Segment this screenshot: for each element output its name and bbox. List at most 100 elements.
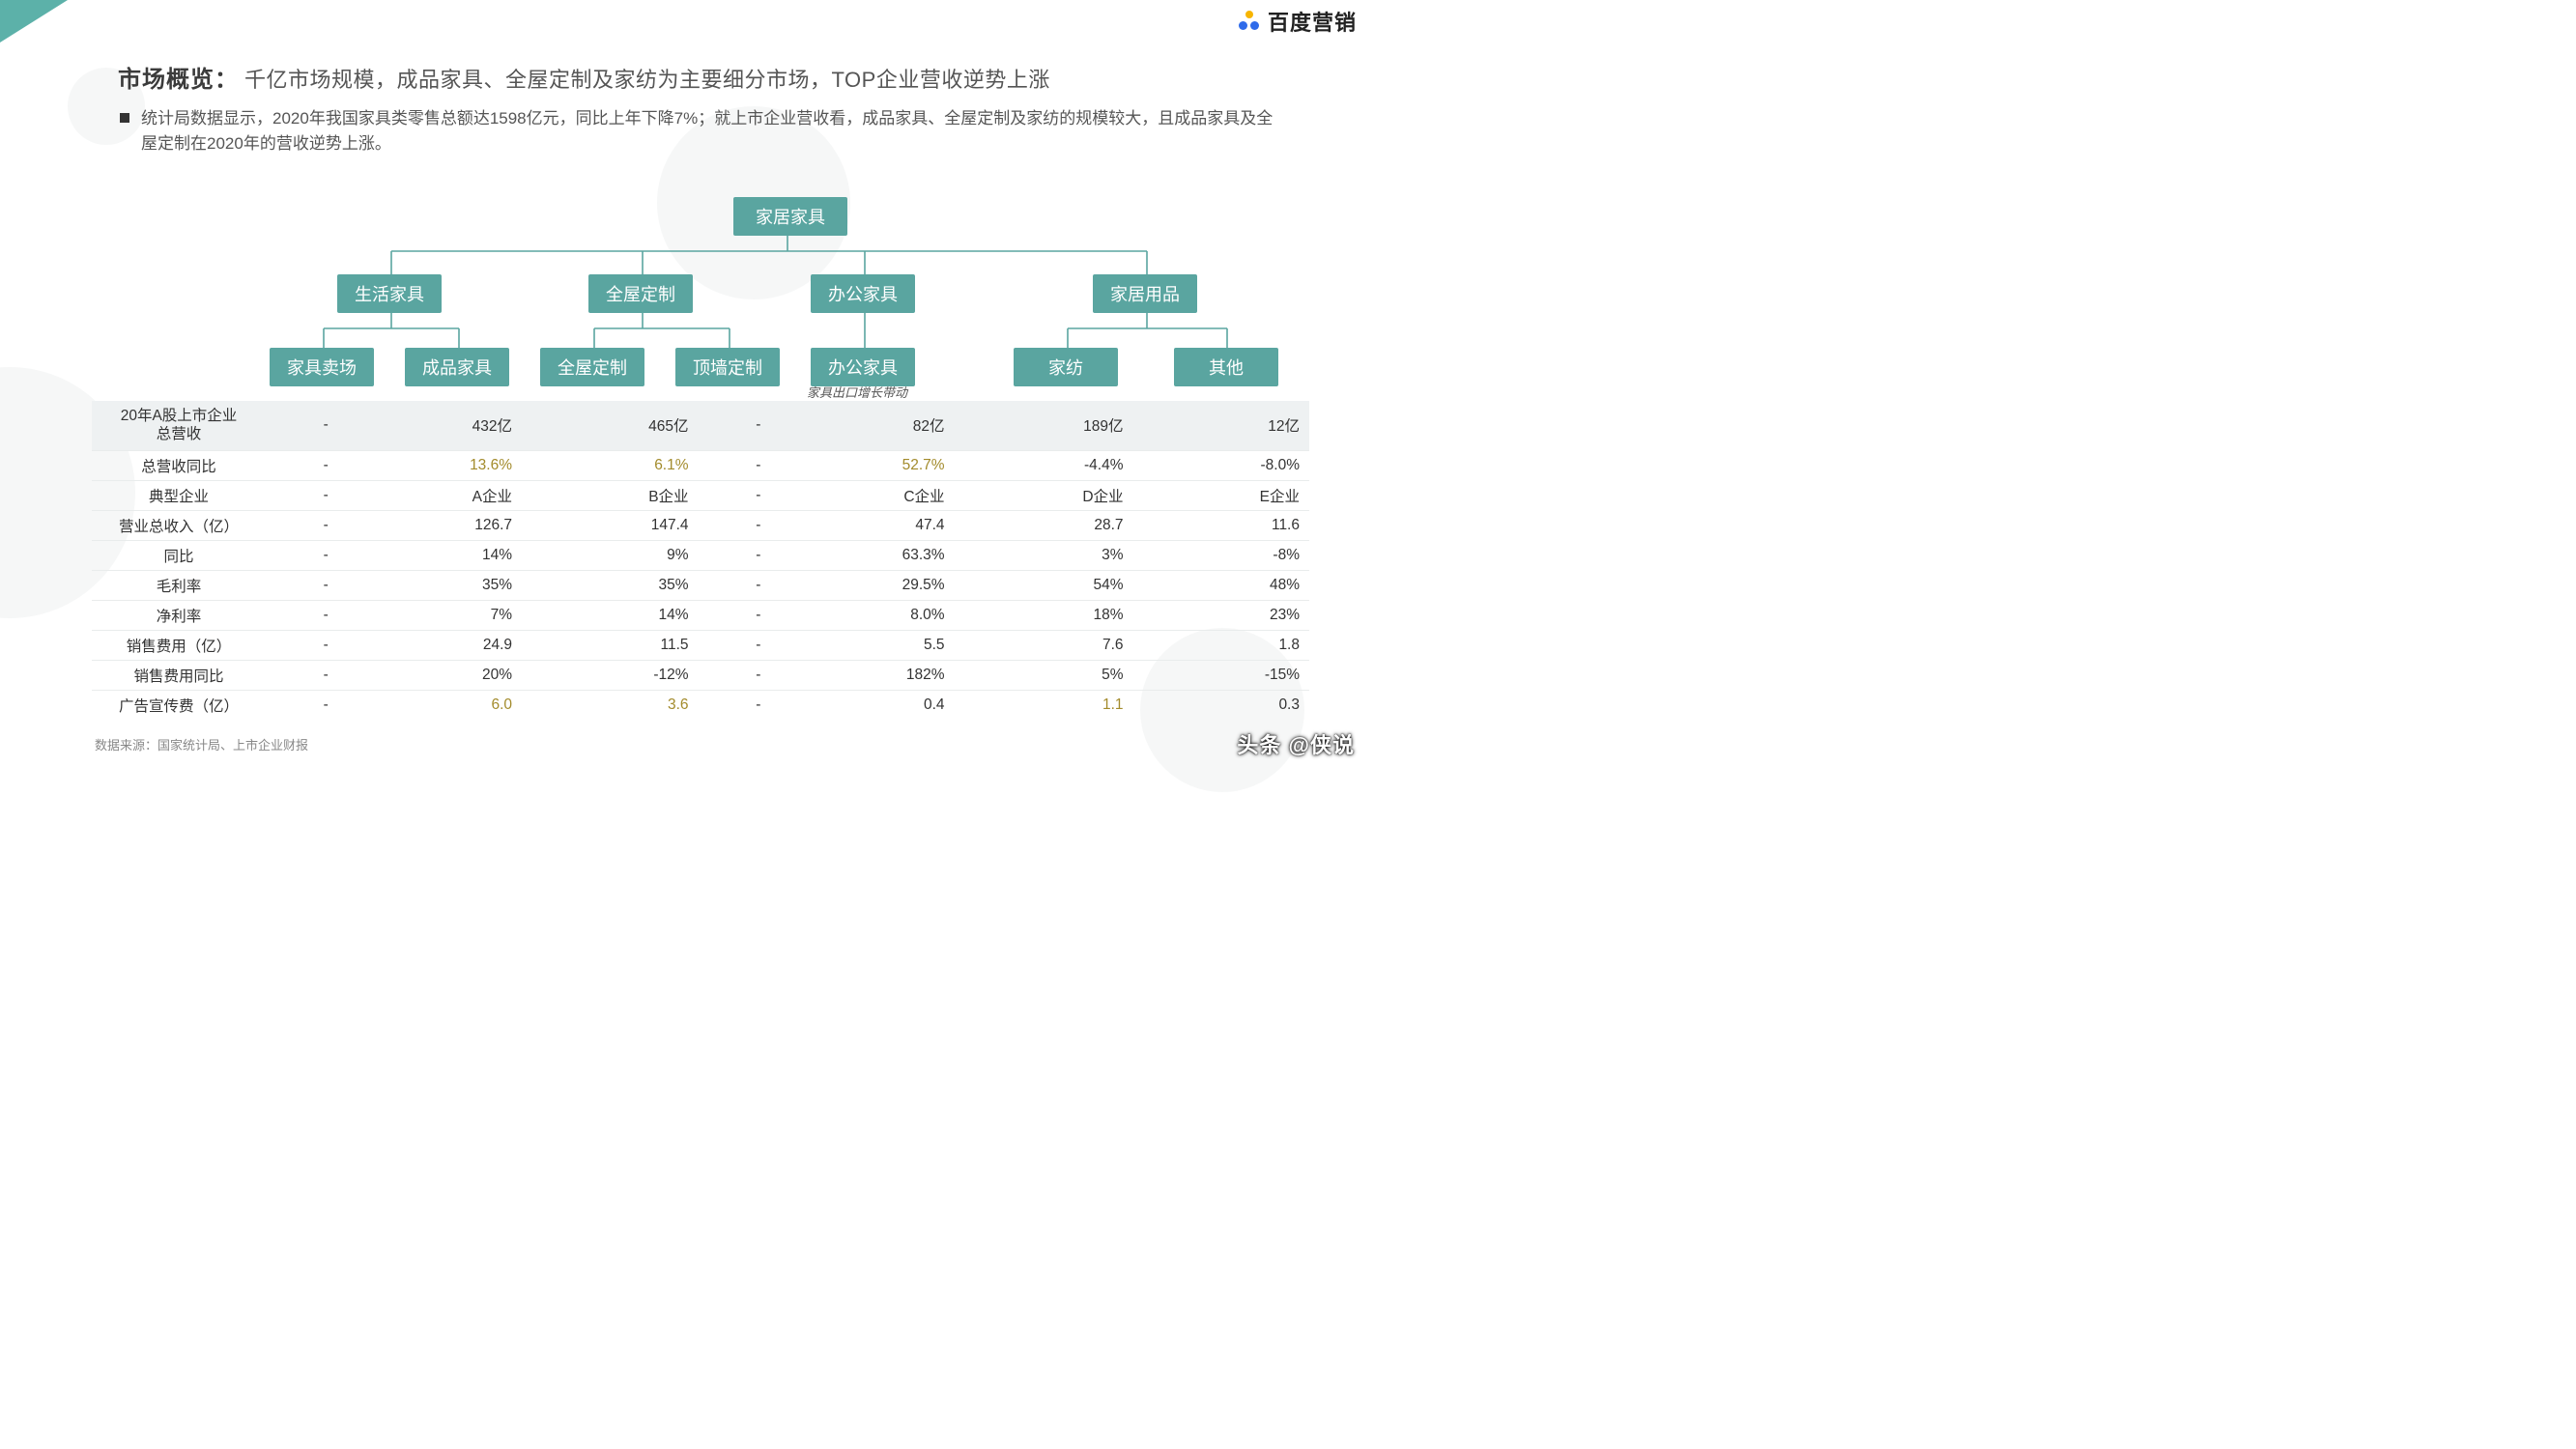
table-cell: -	[266, 450, 338, 480]
table-cell: 47.4	[770, 510, 954, 540]
table-cell: 9%	[522, 540, 699, 570]
table-cell: 147.4	[522, 510, 699, 540]
table-cell: 182%	[770, 660, 954, 690]
row-label: 20年A股上市企业总营收	[92, 401, 266, 450]
tree-l3: 家具卖场	[270, 348, 374, 386]
table-cell: 5.5	[770, 630, 954, 660]
table-cell: -	[266, 690, 338, 720]
table-cell: 6.0	[338, 690, 522, 720]
table-cell: 35%	[522, 570, 699, 600]
table-cell: 35%	[338, 570, 522, 600]
table-cell: -	[266, 630, 338, 660]
table-cell: -	[266, 540, 338, 570]
table-cell: -	[699, 660, 771, 690]
table-cell: -	[266, 600, 338, 630]
table-cell: -8.0%	[1133, 450, 1309, 480]
tree-l3: 顶墙定制	[675, 348, 780, 386]
table-cell: B企业	[522, 480, 699, 510]
table-cell: 11.5	[522, 630, 699, 660]
table-cell: -4.4%	[955, 450, 1133, 480]
table-cell: 3.6	[522, 690, 699, 720]
brand-logo-block: 百度营销	[1237, 6, 1357, 37]
page-title: 市场概览： 千亿市场规模，成品家具、全屋定制及家纺为主要细分市场，TOP企业营收…	[118, 60, 1050, 94]
table-cell: 63.3%	[770, 540, 954, 570]
table-cell: 48%	[1133, 570, 1309, 600]
table-cell: 13.6%	[338, 450, 522, 480]
table-cell: -	[699, 570, 771, 600]
table-cell: 18%	[955, 600, 1133, 630]
row-label: 毛利率	[92, 570, 266, 600]
table-cell: -	[266, 570, 338, 600]
bullet-icon	[120, 113, 129, 123]
table-cell: -	[699, 630, 771, 660]
table-cell: 23%	[1133, 600, 1309, 630]
watermark: 头条 @侠说	[1237, 728, 1355, 759]
table-cell: -	[699, 690, 771, 720]
table-cell: 1.1	[955, 690, 1133, 720]
row-label: 净利率	[92, 600, 266, 630]
table-cell: -	[699, 600, 771, 630]
metrics-table: 20年A股上市企业总营收-432亿465亿-82亿189亿12亿总营收同比-13…	[92, 401, 1309, 720]
title-lead: 市场概览：	[118, 60, 239, 94]
row-label: 销售费用（亿）	[92, 630, 266, 660]
table-cell: 465亿	[522, 401, 699, 450]
table-cell: 8.0%	[770, 600, 954, 630]
table-cell: 432亿	[338, 401, 522, 450]
table-cell: 7%	[338, 600, 522, 630]
table-cell: 28.7	[955, 510, 1133, 540]
brand-text: 百度营销	[1268, 6, 1357, 37]
table-cell: 54%	[955, 570, 1133, 600]
row-label: 销售费用同比	[92, 660, 266, 690]
category-tree: 家居家具 生活家具 全屋定制 办公家具 家居用品 家具卖场 成品家具 全屋定制 …	[92, 193, 1309, 396]
table-cell: 24.9	[338, 630, 522, 660]
table-cell: -12%	[522, 660, 699, 690]
table-cell: 11.6	[1133, 510, 1309, 540]
table-cell: A企业	[338, 480, 522, 510]
table-cell: 82亿	[770, 401, 954, 450]
table-cell: 29.5%	[770, 570, 954, 600]
data-source: 数据来源：国家统计局、上市企业财报	[95, 735, 308, 753]
table-cell: 7.6	[955, 630, 1133, 660]
subtitle: 统计局数据显示，2020年我国家具类零售总额达1598亿元，同比上年下降7%；就…	[141, 106, 1287, 157]
table-cell: E企业	[1133, 480, 1309, 510]
table-cell: C企业	[770, 480, 954, 510]
tree-root: 家居家具	[733, 197, 847, 236]
table-cell: 52.7%	[770, 450, 954, 480]
tree-l2: 全屋定制	[588, 274, 693, 313]
row-label: 总营收同比	[92, 450, 266, 480]
tree-l2: 生活家具	[337, 274, 442, 313]
table-cell: 1.8	[1133, 630, 1309, 660]
table-cell: 0.3	[1133, 690, 1309, 720]
corner-accent	[0, 0, 68, 43]
row-label: 营业总收入（亿）	[92, 510, 266, 540]
tree-leaf-caption: 家具出口增长带动	[807, 383, 907, 401]
table-cell: -	[699, 480, 771, 510]
table-cell: 0.4	[770, 690, 954, 720]
table-cell: 14%	[338, 540, 522, 570]
row-label: 同比	[92, 540, 266, 570]
table-cell: D企业	[955, 480, 1133, 510]
table-cell: -	[699, 540, 771, 570]
table-cell: 189亿	[955, 401, 1133, 450]
table-cell: -	[266, 660, 338, 690]
tree-l3: 成品家具	[405, 348, 509, 386]
tree-l3: 全屋定制	[540, 348, 644, 386]
table-cell: 126.7	[338, 510, 522, 540]
baidu-marketing-icon	[1237, 9, 1262, 34]
table-cell: 20%	[338, 660, 522, 690]
table-cell: 5%	[955, 660, 1133, 690]
row-label: 典型企业	[92, 480, 266, 510]
table-cell: -8%	[1133, 540, 1309, 570]
tree-l3: 其他	[1174, 348, 1278, 386]
table-cell: 14%	[522, 600, 699, 630]
table-cell: -	[266, 480, 338, 510]
table-cell: -15%	[1133, 660, 1309, 690]
table-cell: 3%	[955, 540, 1133, 570]
tree-l2: 家居用品	[1093, 274, 1197, 313]
tree-l3: 办公家具	[811, 348, 915, 386]
table-cell: -	[699, 510, 771, 540]
tree-l2: 办公家具	[811, 274, 915, 313]
table-cell: -	[699, 401, 771, 450]
row-label: 广告宣传费（亿）	[92, 690, 266, 720]
table-cell: -	[699, 450, 771, 480]
